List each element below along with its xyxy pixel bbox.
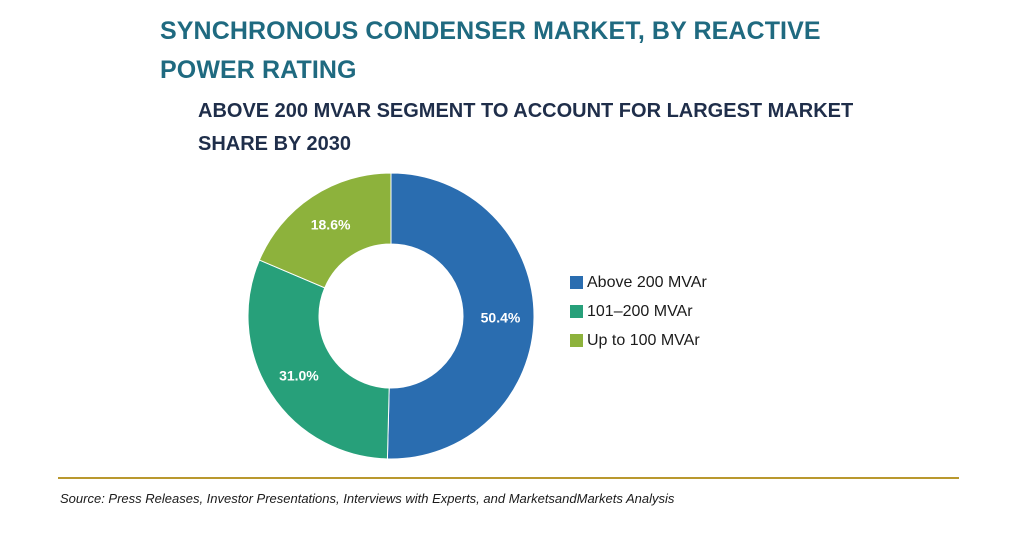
source-note: Source: Press Releases, Investor Present… (60, 491, 675, 506)
legend-swatch (570, 334, 583, 347)
legend-label: Above 200 MVAr (587, 273, 707, 291)
slice-value-label: 50.4% (481, 309, 521, 325)
donut-slice (247, 259, 390, 460)
legend-item: Up to 100 MVAr (570, 326, 707, 355)
legend-item: Above 200 MVAr (570, 268, 707, 297)
slice-value-label: 18.6% (311, 217, 351, 233)
slice-value-label: 31.0% (279, 367, 319, 383)
chart-title: SYNCHRONOUS CONDENSER MARKET, BY REACTIV… (160, 17, 821, 84)
legend-label: Up to 100 MVAr (587, 331, 700, 349)
legend-label: 101–200 MVAr (587, 302, 693, 320)
donut-slice (258, 172, 392, 289)
legend-swatch (570, 276, 583, 289)
legend-item: 101–200 MVAr (570, 297, 707, 326)
donut-slice (386, 172, 535, 460)
divider (58, 477, 959, 479)
legend-swatch (570, 305, 583, 318)
chart-legend: Above 200 MVAr 101–200 MVAr Up to 100 MVAr (570, 268, 707, 355)
chart-subtitle: ABOVE 200 MVAR SEGMENT TO ACCOUNT FOR LA… (198, 100, 854, 155)
